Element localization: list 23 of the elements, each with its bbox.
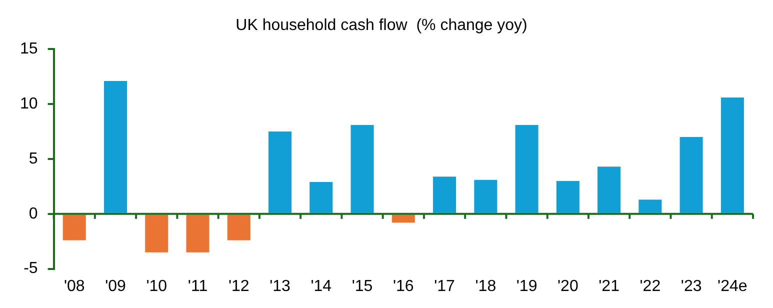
x-tick-label: '23 bbox=[680, 278, 702, 295]
x-tick-label: '15 bbox=[352, 278, 373, 295]
y-tick-label: -5 bbox=[24, 260, 38, 278]
x-tick-label: '13 bbox=[270, 278, 291, 295]
x-tick-label: '18 bbox=[475, 278, 496, 295]
chart-title: UK household cash flow (% change yoy) bbox=[236, 17, 528, 34]
y-tick-label: 5 bbox=[28, 150, 38, 168]
x-tick-label: '08 bbox=[64, 278, 85, 295]
x-tick-label: '12 bbox=[228, 278, 250, 295]
y-tick-label: 15 bbox=[20, 40, 38, 58]
x-tick-label: '10 bbox=[146, 278, 168, 295]
x-tick-label: '17 bbox=[434, 278, 456, 295]
y-tick-label: 10 bbox=[20, 96, 38, 113]
y-tick-label: 0 bbox=[28, 205, 38, 222]
x-tick-label: '09 bbox=[105, 278, 126, 295]
x-tick-label: '24e bbox=[718, 278, 748, 295]
x-tick-label: '22 bbox=[640, 278, 661, 295]
x-tick-label: '11 bbox=[188, 278, 208, 295]
x-tick-label: '14 bbox=[310, 278, 332, 295]
x-tick-label: '20 bbox=[557, 278, 578, 295]
x-tick-label: '16 bbox=[392, 278, 414, 295]
x-tick-label: '19 bbox=[516, 278, 538, 295]
x-tick-label: '21 bbox=[598, 278, 620, 295]
